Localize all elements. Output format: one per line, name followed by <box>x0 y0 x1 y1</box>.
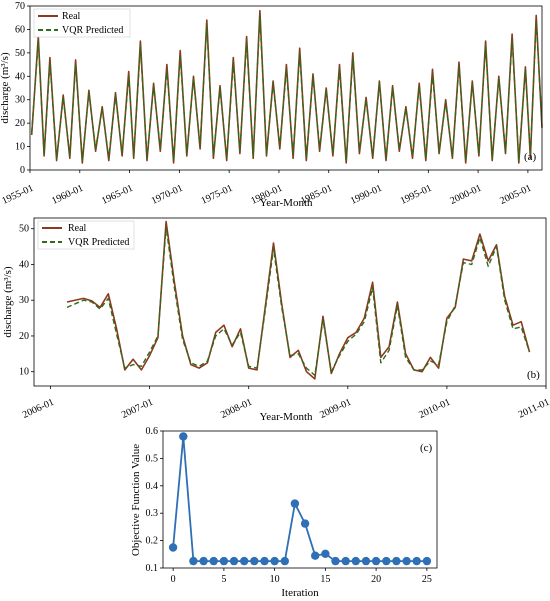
chart-a-panel-label: (a) <box>524 151 537 163</box>
chart-a-xtick-label: 1970-01 <box>150 183 185 207</box>
chart-a-xtick-label: 1990-01 <box>349 183 384 207</box>
chart-b-xtick-label: 2011-01 <box>517 397 550 421</box>
chart-b-xtick-label: 2009-01 <box>318 397 353 421</box>
chart-c-point <box>361 556 371 566</box>
chart-c-point <box>321 549 330 558</box>
chart-a-legend: Real VQR Predicted <box>33 8 131 38</box>
chart-c-xtick-label: 0 <box>171 574 176 585</box>
chart-c-point <box>280 556 289 566</box>
chart-c-xtick-label: 15 <box>320 574 330 585</box>
chart-c-frame <box>162 430 438 569</box>
chart-b: 10 20 30 40 50 2006-01 2007-01 2008-01 2009-01 20… <box>2 217 550 423</box>
chart-a-ytick-label: 50 <box>15 48 25 59</box>
chart-a-ytick-label: 60 <box>15 24 25 35</box>
chart-c-point <box>300 519 310 528</box>
chart-c-point <box>382 556 391 566</box>
chart-c-xtick-label: 25 <box>422 574 432 585</box>
chart-b-xtick-label: 2006-01 <box>21 397 56 421</box>
chart-c-point <box>290 499 300 508</box>
chart-b-lines <box>66 220 531 380</box>
chart-a-xtick-label: 1960-01 <box>50 183 85 207</box>
chart-c-point <box>270 556 279 566</box>
chart-c-ytick-label: 0.4 <box>146 481 159 492</box>
chart-b-ylabel: discharge (m³/s) <box>2 266 14 338</box>
chart-c-xtick-label: 5 <box>221 574 226 585</box>
chart-a-xtick-label: 1995-01 <box>399 183 434 207</box>
chart-c-panel-label: (c) <box>420 442 433 454</box>
chart-b-legend-real-label: Real <box>68 223 87 234</box>
chart-c-point <box>209 556 218 566</box>
chart-c-ylabel: Objective Function Value <box>130 444 142 556</box>
chart-a-ytick-label: 70 <box>15 1 25 12</box>
chart-c-point <box>219 556 229 566</box>
chart-a-xlabel: Year-Month <box>259 197 313 209</box>
chart-c-xtick-label: 20 <box>371 574 381 585</box>
chart-b-ytick-label: 20 <box>19 331 29 342</box>
chart-c-point <box>331 556 340 566</box>
chart-a-series-real-line <box>30 9 543 164</box>
chart-c-point <box>229 556 239 566</box>
chart-b-legend-pred-label: VQR Predicted <box>68 237 129 248</box>
chart-c-axes: 0.1 0.2 0.3 0.4 0.5 0.6 0 5 10 15 20 25 <box>146 426 432 585</box>
chart-c-ytick-label: 0.5 <box>146 453 159 464</box>
chart-c-xlabel: Iteration <box>281 587 319 599</box>
chart-c-xtick-label: 10 <box>270 574 280 585</box>
chart-a-ytick-label: 40 <box>15 71 25 82</box>
chart-c-point <box>168 543 178 552</box>
chart-c-point <box>392 556 401 566</box>
chart-c-point <box>341 556 350 566</box>
chart-a-ytick-label: 20 <box>15 118 25 129</box>
chart-a-legend-pred-label: VQR Predicted <box>62 25 123 36</box>
chart-b-legend: Real VQR Predicted <box>37 220 135 250</box>
chart-c-ytick-label: 0.1 <box>146 563 159 574</box>
chart-a-legend-real-label: Real <box>62 11 81 22</box>
chart-a-series-pred-line <box>31 14 543 162</box>
chart-c-lines <box>168 432 432 566</box>
chart-c-point <box>412 556 421 566</box>
chart-b-legend-box <box>37 220 135 250</box>
chart-a-ytick-label: 0 <box>20 165 25 176</box>
chart-c-point <box>199 556 208 566</box>
chart-a-ytick-label: 10 <box>15 142 25 153</box>
chart-b-series-real-line <box>66 220 531 380</box>
chart-b-series-pred-line <box>66 226 531 376</box>
chart-a-xtick-label: 1975-01 <box>200 183 235 207</box>
chart-b-ytick-label: 30 <box>19 295 29 306</box>
chart-c-ytick-label: 0.6 <box>146 426 159 437</box>
chart-b-ytick-label: 50 <box>19 224 29 235</box>
chart-c-point <box>260 556 269 566</box>
chart-a-xtick-label: 1955-01 <box>0 183 35 207</box>
chart-c-ytick-label: 0.3 <box>146 508 159 519</box>
chart-c-point <box>240 556 249 566</box>
chart-a-lines <box>30 9 543 164</box>
chart-c-point <box>371 556 381 566</box>
chart-c-point <box>179 432 188 441</box>
chart-b-ytick-label: 10 <box>19 367 29 378</box>
chart-c-point <box>189 556 198 566</box>
chart-c-series-line <box>172 436 427 562</box>
chart-b-xtick-label: 2010-01 <box>417 397 452 421</box>
chart-a-frame <box>29 5 543 171</box>
chart-b-ytick-label: 40 <box>19 259 29 270</box>
chart-b-xtick-label: 2008-01 <box>219 397 254 421</box>
chart-c-ytick-label: 0.2 <box>146 536 159 547</box>
chart-a-xtick-label: 2005-01 <box>498 183 533 207</box>
chart-b-frame <box>33 217 547 387</box>
chart-a-ylabel: discharge (m³/s) <box>0 52 11 124</box>
chart-c-point <box>250 556 259 566</box>
chart-a: 0 10 20 30 40 50 60 70 1955-01 1960-01 1965-01 1970… <box>0 1 543 209</box>
chart-a-xtick-label: 2000-01 <box>449 183 484 207</box>
chart-c-point <box>351 556 360 566</box>
chart-c-point <box>311 551 320 560</box>
chart-c-point <box>402 556 411 566</box>
chart-c: 0.1 0.2 0.3 0.4 0.5 0.6 0 5 10 15 20 25 (c) Iterati… <box>130 426 438 599</box>
chart-b-panel-label: (b) <box>527 369 540 381</box>
chart-b-xtick-label: 2007-01 <box>120 397 155 421</box>
chart-a-ytick-label: 30 <box>15 95 25 106</box>
chart-c-point <box>422 556 432 566</box>
chart-a-xtick-label: 1965-01 <box>100 183 135 207</box>
chart-a-legend-box <box>33 8 131 38</box>
chart-b-xlabel: Year-Month <box>259 411 313 423</box>
